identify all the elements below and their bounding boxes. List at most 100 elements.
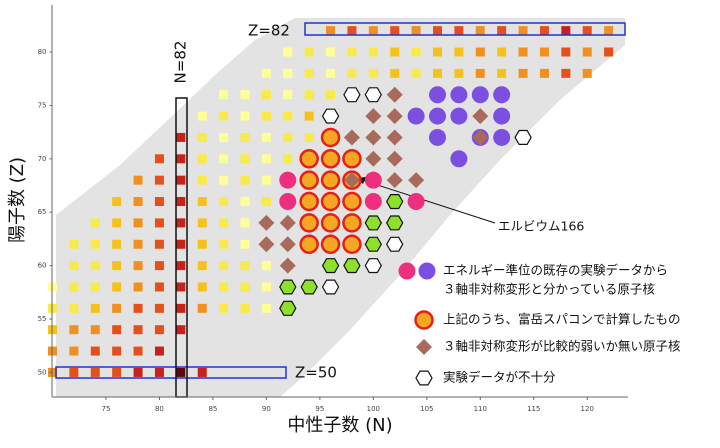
nuclide-cell <box>240 261 250 271</box>
hexagon-marker <box>279 279 297 295</box>
nuclide-cell <box>176 367 186 377</box>
nuclide-cell <box>154 239 164 249</box>
nuclide-cell <box>112 282 122 292</box>
hexagon-marker <box>300 279 318 295</box>
y-tick-label: 60 <box>38 262 47 270</box>
nuclide-cell <box>69 303 79 313</box>
nuclide-cell <box>69 282 79 292</box>
circle-marker <box>471 86 489 104</box>
circle-marker <box>450 86 468 104</box>
nuclide-cell <box>261 154 271 164</box>
nuclide-cell <box>539 26 549 36</box>
diamond-marker <box>386 129 403 146</box>
nuclide-cell <box>112 197 122 207</box>
nuclide-cell <box>219 175 229 185</box>
diamond-marker <box>279 236 296 253</box>
nuclide-cell <box>133 239 143 249</box>
ring-marker <box>320 127 341 148</box>
nuclide-cell <box>304 111 314 121</box>
nuclide-cell <box>261 68 271 78</box>
nuclide-cell <box>561 26 571 36</box>
hexagon-marker <box>364 215 382 231</box>
nuclide-cell <box>304 47 314 57</box>
x-tick-label: 95 <box>315 405 324 413</box>
nuclide-cell <box>197 197 207 207</box>
nuclide-cell <box>69 325 79 335</box>
nuclide-cell <box>561 47 571 57</box>
nuclide-cell <box>283 154 293 164</box>
nuclide-cell <box>411 47 421 57</box>
nuclide-cell <box>112 218 122 228</box>
nuclide-cell <box>69 367 79 377</box>
nuclide-cell <box>261 90 271 100</box>
nuclide-cell <box>497 68 507 78</box>
nuclide-cell <box>133 346 143 356</box>
hexagon-marker <box>364 258 382 274</box>
ring-marker <box>320 191 341 212</box>
nuclide-cell <box>582 68 592 78</box>
nuclide-cell <box>154 154 164 164</box>
nuclide-cell <box>176 303 186 313</box>
nuclide-cell <box>219 303 229 313</box>
nuclide-cell <box>197 154 207 164</box>
nuclide-cell <box>90 303 100 313</box>
annotation: Z=50 <box>295 364 337 382</box>
diamond-marker <box>279 257 296 274</box>
nuclide-cell <box>154 175 164 185</box>
circle-marker <box>364 171 382 189</box>
nuclide-cell <box>112 303 122 313</box>
nuclide-cell <box>197 218 207 228</box>
nuclide-cell <box>197 367 207 377</box>
nuclide-cell <box>347 68 357 78</box>
x-tick-label: 110 <box>474 405 487 413</box>
nuclide-cell <box>347 47 357 57</box>
nuclide-cell <box>69 346 79 356</box>
nuclide-cell <box>219 154 229 164</box>
nuclide-cell <box>261 132 271 142</box>
nuclide-cell <box>154 325 164 335</box>
nuclide-cell <box>368 26 378 36</box>
nuclide-cell <box>475 26 485 36</box>
nuclide-cell <box>219 197 229 207</box>
nuclide-cell <box>475 47 485 57</box>
circle-marker <box>279 193 297 211</box>
legend-marker <box>418 262 436 280</box>
circle-marker <box>407 107 425 125</box>
nuclide-cell <box>283 90 293 100</box>
nuclide-cell <box>433 47 442 57</box>
diamond-marker <box>472 129 489 146</box>
nuclide-cell <box>604 47 614 57</box>
nuclide-cell <box>475 68 485 78</box>
nuclide-cell <box>326 90 336 100</box>
x-tick-label: 75 <box>102 405 111 413</box>
legend-label: 実験データが不十分 <box>443 370 556 385</box>
nuclide-cell <box>454 68 464 78</box>
x-axis-label: 中性子数 (N) <box>287 415 392 436</box>
y-tick-label: 50 <box>38 368 47 376</box>
nuclide-cell <box>539 68 549 78</box>
hexagon-marker <box>321 258 340 274</box>
diamond-marker <box>258 214 275 231</box>
circle-marker <box>450 107 468 125</box>
ring-marker <box>299 149 319 169</box>
x-tick-label: 100 <box>367 405 380 413</box>
nuclide-cell <box>261 282 271 292</box>
nuclide-cell <box>261 111 271 121</box>
y-tick-label: 55 <box>38 315 47 323</box>
x-tick-label: 105 <box>420 405 433 413</box>
nuclide-cell <box>133 175 143 185</box>
nuclide-cell <box>197 132 207 142</box>
nuclide-cell <box>219 132 229 142</box>
nuclide-cell <box>112 325 122 335</box>
ring-marker <box>342 149 362 169</box>
diamond-marker <box>408 172 425 189</box>
nuclide-cell <box>261 175 271 185</box>
diamond-marker <box>386 86 403 103</box>
ring-marker <box>342 191 362 212</box>
hexagon-marker <box>386 194 404 210</box>
ring-marker <box>320 149 341 169</box>
nuclide-cell <box>561 68 571 78</box>
ring-marker <box>342 234 362 255</box>
ring-marker <box>299 213 319 233</box>
legend-label: 上記のうち、富岳スパコンで計算したもの <box>443 312 681 327</box>
